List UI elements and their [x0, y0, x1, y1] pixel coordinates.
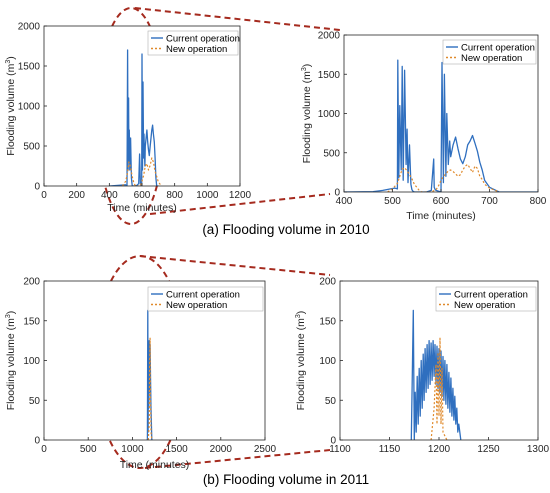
plot-2011-zoom: 1100 1150 1200 1250 1300 0 50 100 150 200 Flooding… — [295, 277, 550, 456]
x-axis-label: Time (minutes) — [107, 202, 177, 214]
x-tick-label: 2000 — [210, 444, 233, 455]
y-tick-label: 500 — [323, 148, 340, 159]
y-tick-label: 150 — [319, 316, 336, 327]
y-tick-label: 500 — [23, 142, 40, 153]
zoom-line-2010-bottom — [149, 193, 331, 215]
legend-box — [435, 286, 537, 312]
legend-label: Current operation — [461, 43, 535, 54]
x-tick-label: 1500 — [165, 444, 188, 455]
plot-2010-zoom: 400 500 600 700 800 0 500 1000 1500 2000 Time (min… — [301, 31, 547, 223]
y-tick-label: 100 — [23, 356, 40, 367]
y-tick-label: 200 — [23, 277, 40, 288]
legend-box — [147, 286, 264, 312]
legend-label: New operation — [461, 53, 522, 64]
x-tick-label: 400 — [101, 190, 118, 201]
x-tick-label: 600 — [433, 196, 450, 207]
legend-label: Current operation — [166, 290, 240, 301]
series-line-new-operation — [387, 163, 500, 192]
y-tick-label: 0 — [330, 436, 336, 447]
y-tick-label: 200 — [319, 277, 336, 288]
y-axis-label: Flooding volume (m3) — [5, 311, 17, 411]
legend-label: Current operation — [454, 290, 528, 301]
y-tick-label: 0 — [34, 436, 40, 447]
x-tick-label: 0 — [41, 190, 47, 201]
x-tick-label: 400 — [336, 196, 353, 207]
x-tick-label: 600 — [134, 190, 151, 201]
x-tick-label: 1300 — [527, 444, 550, 455]
series-line-new-operation — [147, 337, 153, 440]
y-tick-label: 100 — [319, 356, 336, 367]
legend-box — [147, 30, 239, 56]
x-tick-label: 1000 — [121, 444, 144, 455]
y-axis-label: Flooding volume (m3) — [295, 311, 307, 411]
series-group — [109, 49, 163, 186]
x-tick-label: 700 — [481, 196, 498, 207]
y-tick-label: 2000 — [18, 22, 41, 33]
legend-label: New operation — [454, 300, 515, 311]
zoom-line-2011-top — [139, 255, 331, 276]
series-group — [410, 309, 462, 440]
x-axis-label: Time (minutes) — [406, 210, 476, 222]
series-line-new-operation — [121, 157, 163, 186]
x-tick-label: 800 — [166, 190, 183, 201]
series-group — [344, 59, 538, 192]
caption-2011: (b) Flooding volume in 2011 — [203, 472, 369, 487]
y-tick-label: 150 — [23, 316, 40, 327]
legend-label: New operation — [166, 300, 227, 311]
x-tick-label: 500 — [384, 196, 401, 207]
plot-2010-full: 0 200 400 600 800 1000 1200 0 500 1000 1500 2000 Tim… — [5, 22, 252, 215]
y-axis-label: Flooding volume (m3) — [5, 56, 17, 156]
legend-label: Current operation — [166, 34, 240, 45]
x-tick-label: 200 — [68, 190, 85, 201]
x-tick-label: 1150 — [379, 444, 401, 455]
zoom-line-2011-bottom — [144, 449, 331, 469]
legend-box — [442, 39, 537, 65]
x-tick-label: 1200 — [428, 444, 451, 455]
series-group — [146, 309, 153, 440]
plot-2011-full: 0 500 1000 1500 2000 2500 0 50 100 150 200 Time (mi… — [5, 277, 277, 472]
series-line-current-operation — [410, 309, 462, 440]
series-line-current-operation — [344, 59, 538, 192]
x-tick-label: 800 — [530, 196, 547, 207]
x-tick-label: 1250 — [477, 444, 500, 455]
y-tick-label: 0 — [34, 182, 40, 193]
x-tick-label: 2500 — [254, 444, 277, 455]
x-tick-label: 1100 — [329, 444, 351, 455]
y-tick-label: 2000 — [318, 31, 341, 42]
zoom-line-2010-top — [134, 7, 341, 31]
x-tick-label: 500 — [80, 444, 97, 455]
y-tick-label: 1500 — [18, 62, 41, 73]
series-line-new-operation — [430, 337, 448, 440]
x-tick-label: 1000 — [196, 190, 219, 201]
series-line-current-operation — [109, 49, 159, 186]
x-tick-label: 0 — [41, 444, 47, 455]
y-tick-label: 0 — [334, 188, 340, 199]
caption-2010: (a) Flooding volume in 2010 — [202, 222, 369, 237]
y-axis-label: Flooding volume (m3) — [301, 64, 313, 164]
legend-label: New operation — [166, 44, 227, 55]
y-tick-label: 1000 — [18, 102, 41, 113]
x-axis-label: Time (minutes) — [120, 459, 190, 471]
y-tick-label: 50 — [29, 396, 41, 407]
y-tick-label: 1000 — [318, 109, 341, 120]
y-tick-label: 50 — [325, 396, 337, 407]
y-tick-label: 1500 — [318, 70, 341, 81]
x-tick-label: 1200 — [229, 190, 252, 201]
